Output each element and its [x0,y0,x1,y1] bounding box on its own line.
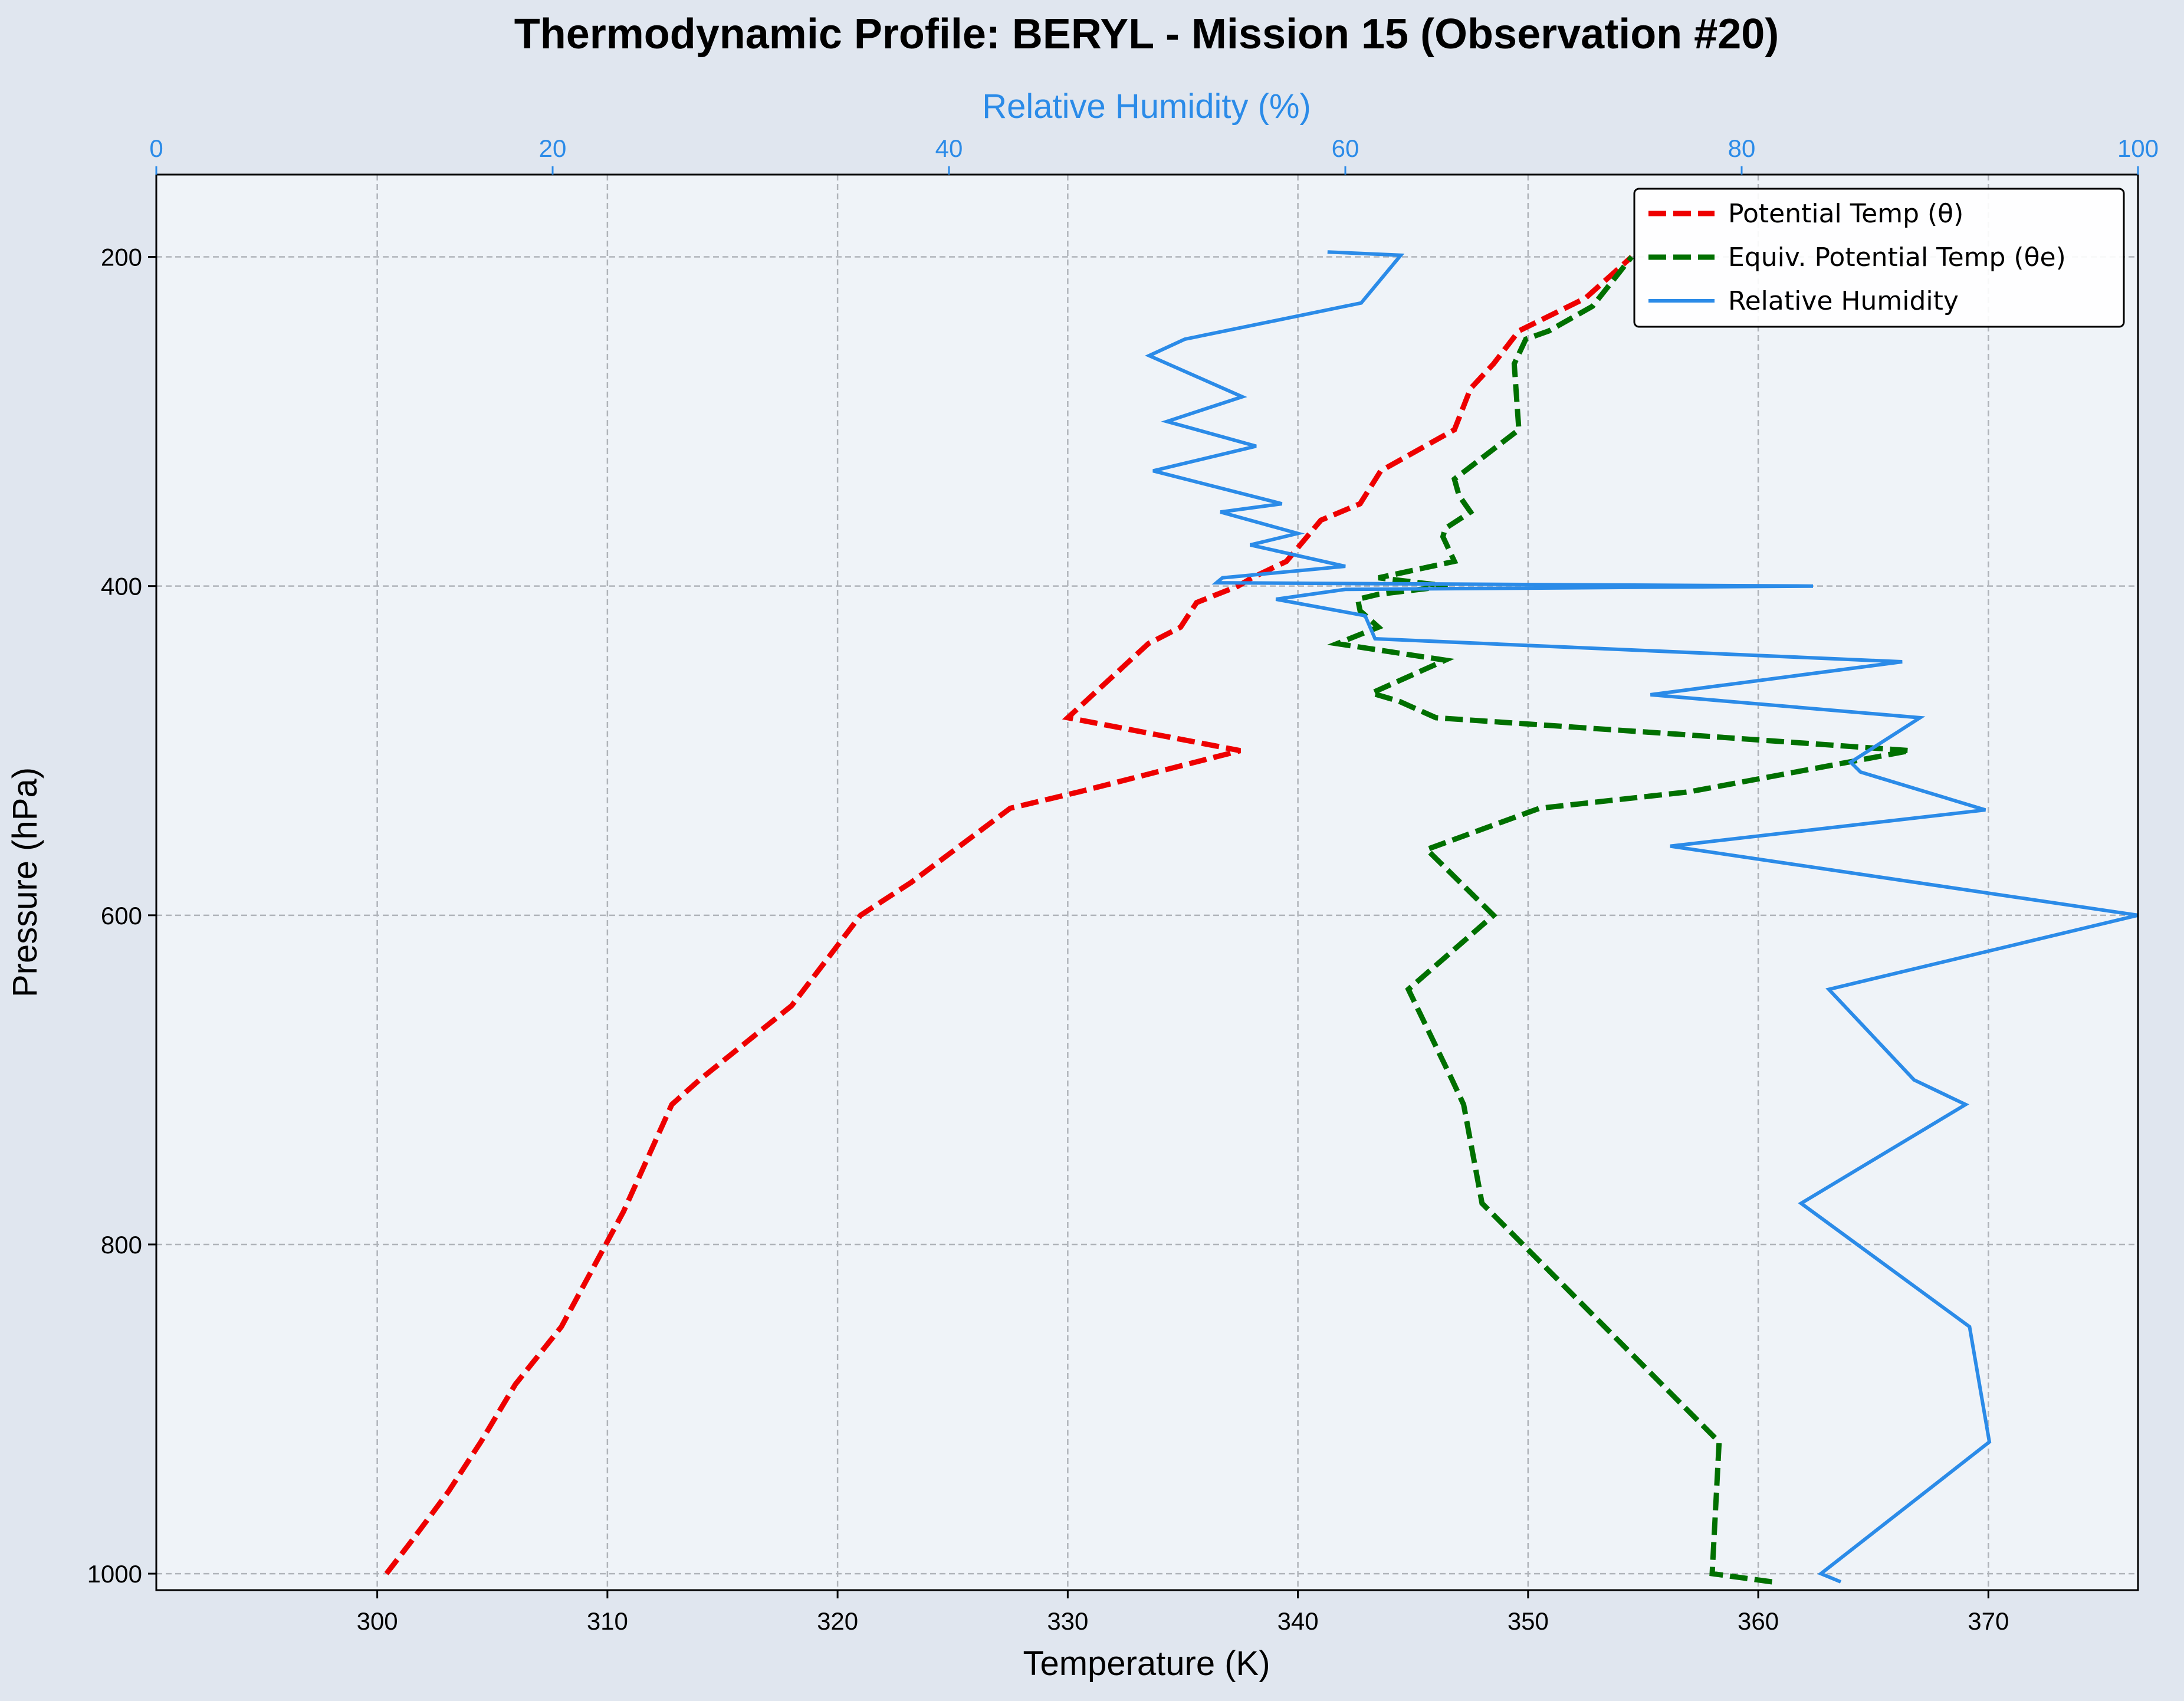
series-line-theta-e [1326,255,1911,1585]
x-tick-label: 300 [357,1607,398,1635]
x-axis-label: Temperature (K) [1023,1644,1270,1683]
plot-frame [155,173,2139,1591]
legend: Potential Temp (θ) Equiv. Potential Temp… [1633,188,2125,328]
chart-title: Thermodynamic Profile: BERYL - Mission 1… [514,11,1779,58]
x-tick-label: 330 [1047,1607,1088,1635]
series-line-theta [384,255,1634,1575]
y-tick-label: 600 [101,902,142,930]
plot-area [156,175,2138,1590]
top-axis-label: Relative Humidity (%) [982,87,1311,126]
x-tick-label: 350 [1508,1607,1549,1635]
x-tick-label: 320 [817,1607,858,1635]
x-tick-label: 340 [1277,1607,1319,1635]
x-tick-label: 360 [1738,1607,1779,1635]
legend-box [1633,188,2125,328]
x-tick-label: 310 [587,1607,628,1635]
y-tick-label: 400 [101,573,142,600]
x2-tick-label: 60 [1332,134,1359,162]
y-tick-label: 200 [101,244,142,271]
x2-tick-label: 0 [149,134,163,162]
series-lines [384,250,2138,1585]
series-line-rh [1145,250,2138,1584]
y-axis-label: Pressure (hPa) [6,767,44,997]
x2-tick-label: 20 [539,134,567,162]
x2-tick-label: 80 [1728,134,1756,162]
legend-label-rh: Relative Humidity [1728,286,1959,316]
axis-ticks: 300 310 320 330 340 350 360 3702004006008001000… [87,134,2159,1635]
legend-label-theta: Potential Temp (θ) [1728,199,1963,229]
y-tick-label: 1000 [87,1560,142,1588]
legend-label-theta-e: Equiv. Potential Temp (θe) [1728,242,2066,272]
x2-tick-label: 40 [935,134,963,162]
x-tick-label: 370 [1968,1607,2009,1635]
y-tick-label: 800 [101,1231,142,1259]
x2-tick-label: 100 [2117,134,2159,162]
